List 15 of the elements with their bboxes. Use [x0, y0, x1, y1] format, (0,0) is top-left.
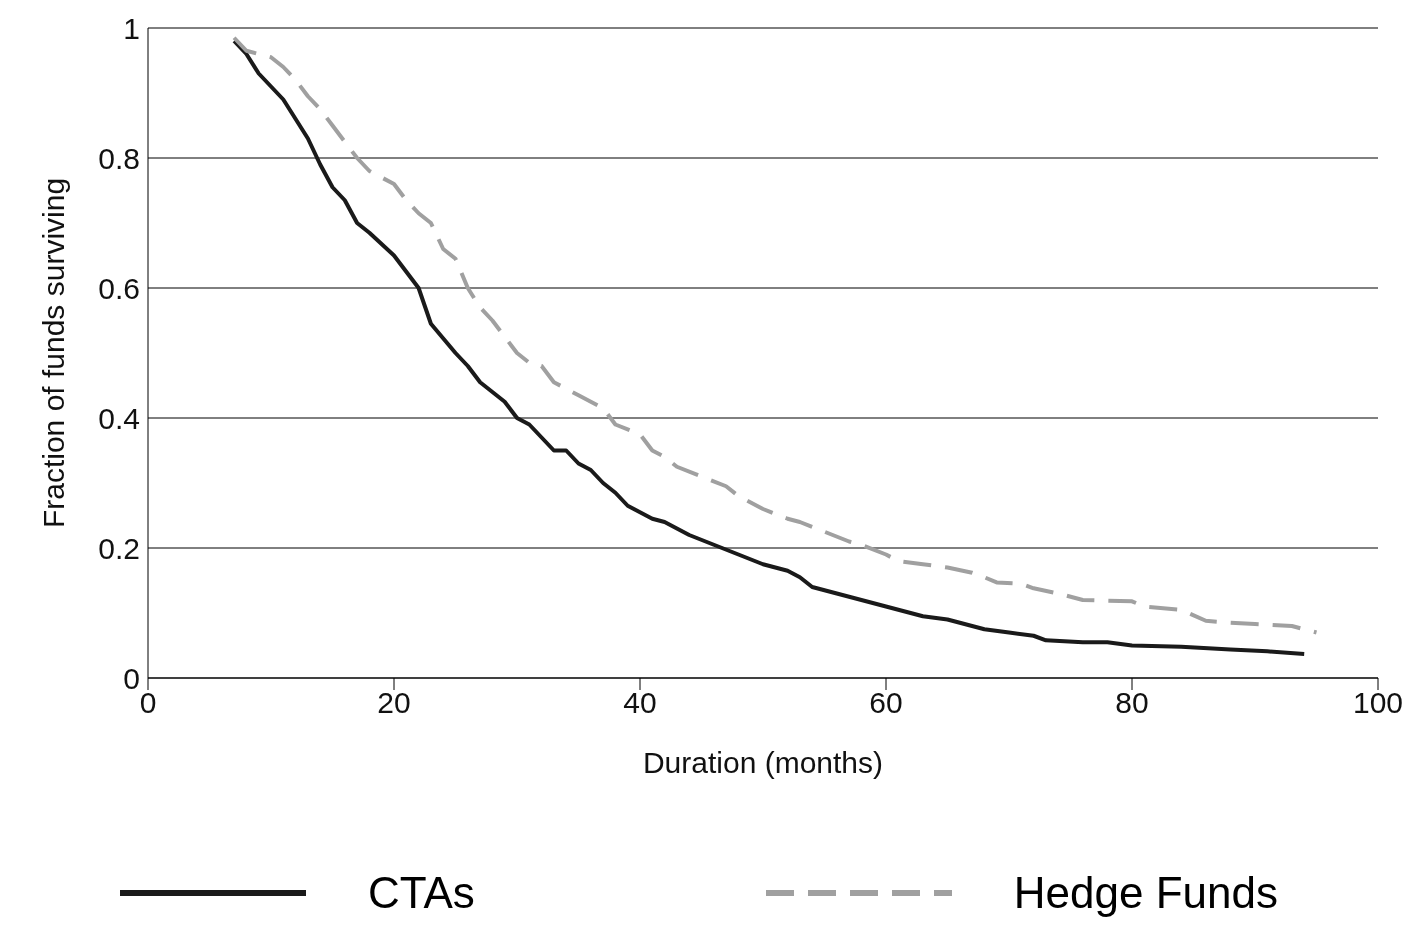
legend-label: Hedge Funds — [1013, 868, 1278, 918]
x-axis-title: Duration (months) — [642, 746, 884, 779]
x-tick-label: 100 — [1352, 686, 1404, 720]
y-tick-label: 0 — [123, 661, 140, 695]
y-tick-label: 1 — [123, 11, 140, 45]
y-tick-label: 0.2 — [98, 531, 140, 565]
y-tick-label: 0.6 — [98, 271, 140, 305]
y-axis-title: Fraction of funds surviving — [36, 177, 70, 529]
legend-label: CTAs — [368, 868, 475, 918]
x-tick-label: 40 — [623, 686, 657, 720]
x-tick-label: 60 — [869, 686, 903, 720]
y-tick-label: 0.8 — [98, 141, 140, 175]
x-tick-label: 20 — [377, 686, 411, 720]
x-tick-label: 80 — [1115, 686, 1149, 720]
y-tick-label: 0.4 — [98, 401, 140, 435]
